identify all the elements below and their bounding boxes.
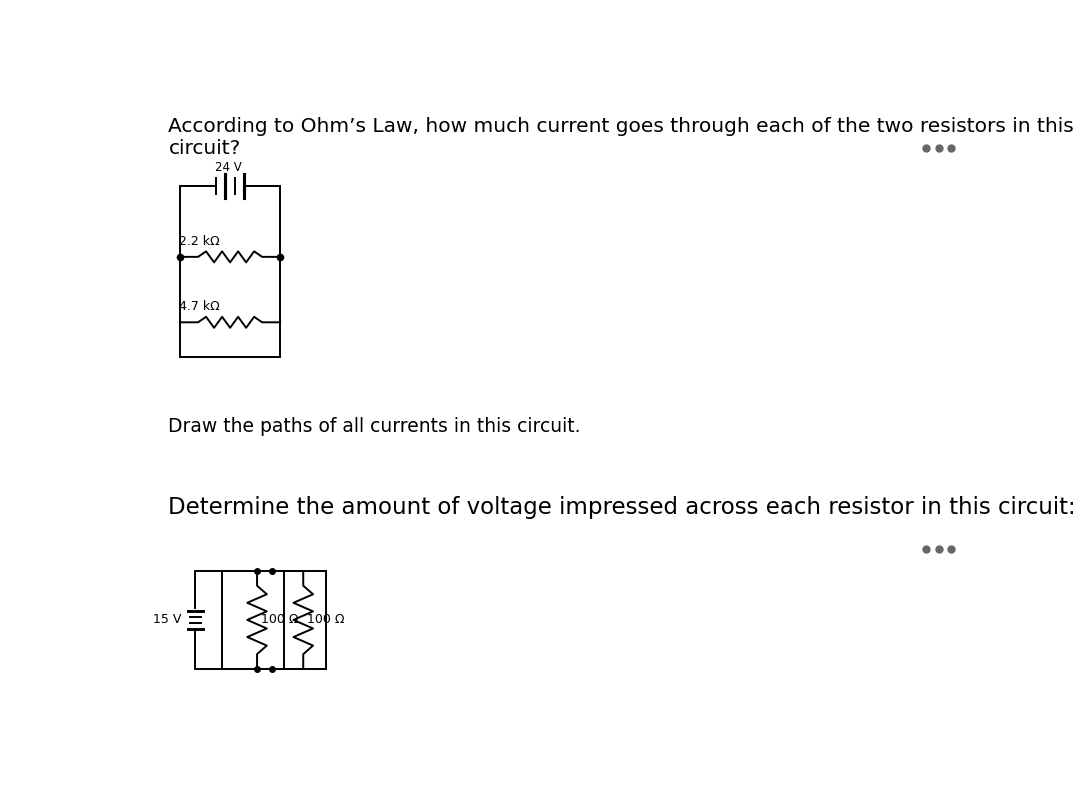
Text: 2.2 kΩ: 2.2 kΩ — [178, 235, 219, 247]
Text: 100 Ω: 100 Ω — [261, 614, 298, 626]
Text: 100 Ω: 100 Ω — [307, 614, 345, 626]
Text: 4.7 kΩ: 4.7 kΩ — [178, 300, 219, 313]
Text: Draw the paths of all currents in this circuit.: Draw the paths of all currents in this c… — [168, 417, 581, 436]
Text: 15 V: 15 V — [153, 614, 181, 626]
Text: 24 V: 24 V — [215, 161, 242, 174]
Text: According to Ohm’s Law, how much current goes through each of the two resistors : According to Ohm’s Law, how much current… — [168, 117, 1075, 158]
Text: Determine the amount of voltage impressed across each resistor in this circuit:: Determine the amount of voltage impresse… — [168, 496, 1076, 519]
